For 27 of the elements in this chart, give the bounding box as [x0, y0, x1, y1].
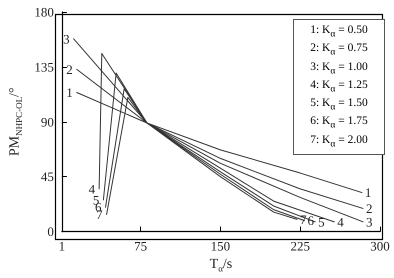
x-tick-label: 75: [134, 238, 148, 254]
annotation: 6: K$_{α}$ = 1.75: [309, 114, 369, 133]
text: 1: [66, 85, 73, 100]
y-tick-label: 90: [40, 114, 54, 130]
x-tick-label: 300: [370, 238, 390, 254]
series-label: 2: [366, 200, 372, 216]
y-axis-title: PMNHPC-OL/°: [8, 87, 24, 156]
series-label: 3: [366, 214, 372, 230]
text: 2: [66, 62, 73, 77]
series-label: 5: [318, 214, 325, 230]
series-label: 1: [364, 185, 372, 200]
y-tick-label: 45: [40, 169, 54, 184]
y-tick-label: 180: [34, 4, 54, 20]
annotation: 5: K$_{α}$ = 1.50: [309, 96, 369, 114]
x-tick-label: 150: [210, 238, 230, 254]
text: 4: [88, 181, 96, 196]
y-tick-label: 135: [34, 59, 54, 74]
x-tick-label: 225: [290, 238, 310, 254]
annotation: 4: K$_{α}$ = 1.25: [309, 78, 369, 96]
series-label: 4: [337, 214, 344, 230]
annotation: 7: K$_{α}$ = 2.00: [309, 132, 369, 152]
x-tick-label: 1: [58, 238, 66, 254]
y-tick-label: 0: [47, 224, 54, 240]
annotation: 1: K$_{α}$ = 0.50: [309, 23, 369, 42]
text: 3: [63, 31, 70, 46]
annotation: 3: K$_{α}$ = 1.00: [309, 60, 369, 78]
annotation: 2: K$_{α}$ = 0.75: [309, 41, 369, 60]
